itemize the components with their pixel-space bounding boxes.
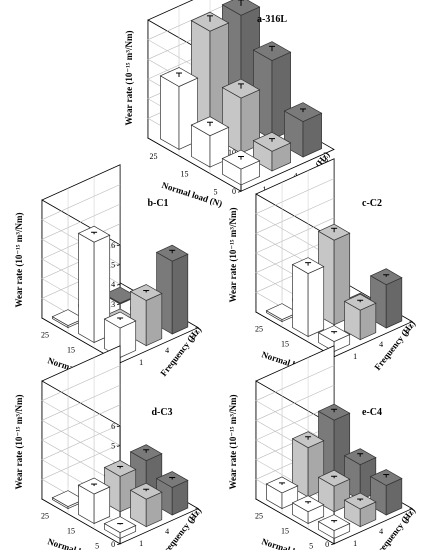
y-tick-label: 6 bbox=[111, 241, 115, 250]
chart-panel-4: 012345625155148Normal load (N)Frequency … bbox=[228, 345, 417, 550]
bar-top-face bbox=[221, 0, 261, 16]
bar-top-face bbox=[343, 448, 377, 466]
y-tick-label: 5 bbox=[111, 260, 115, 269]
bar-5N-1Hz bbox=[221, 149, 261, 186]
bar-top-face bbox=[265, 476, 299, 494]
x-tick-label: 25 bbox=[150, 152, 158, 161]
bar-5N-4Hz bbox=[129, 482, 163, 528]
x-tick-label: 15 bbox=[67, 526, 75, 535]
y-tick-label: 3 bbox=[111, 300, 115, 309]
x-axis-title: Normal load (N) bbox=[260, 536, 323, 550]
y-tick-label: 10 bbox=[228, 148, 236, 157]
bar-15N-1Hz bbox=[77, 225, 111, 344]
y-axis-title: Wear rate (10⁻¹⁵ m³/Nm) bbox=[228, 208, 238, 303]
y-tick bbox=[116, 425, 121, 428]
chart-panel-3: 012345625155148Normal load (N)Frequency … bbox=[14, 345, 203, 550]
y-tick bbox=[116, 283, 121, 286]
bar-5N-8Hz bbox=[369, 268, 403, 329]
bar-side-face bbox=[292, 263, 309, 338]
depth-tick-label: 1 bbox=[139, 539, 143, 548]
bar-side-face bbox=[160, 75, 180, 151]
chart-panel-2: 012345625155148Normal load (N)Frequency … bbox=[228, 158, 417, 378]
y-axis-title: Wear rate (10⁻¹⁵ m³/Nm) bbox=[14, 213, 24, 308]
chart-panel-1: 012345625155148Normal load (N)Frequency … bbox=[14, 164, 203, 384]
bar-side-face bbox=[78, 232, 95, 344]
y-tick bbox=[330, 543, 335, 546]
depth-tick-label: 8 bbox=[191, 334, 195, 343]
depth-tick-label: 1 bbox=[353, 539, 357, 548]
x-tick-label: 15 bbox=[281, 339, 289, 348]
chart-title: d-C3 bbox=[151, 407, 172, 418]
bar-15N-8Hz bbox=[343, 448, 377, 501]
x-tick-label: 5 bbox=[309, 541, 313, 550]
depth-tick-label: 4 bbox=[165, 346, 169, 355]
x-tick-label: 25 bbox=[41, 511, 49, 520]
y-tick bbox=[116, 543, 121, 546]
bar-5N-1Hz bbox=[317, 325, 351, 353]
bar-5N-8Hz bbox=[155, 244, 189, 335]
depth-tick-label: 4 bbox=[379, 340, 383, 349]
x-tick-label: 15 bbox=[67, 345, 75, 354]
bar-25N-4Hz bbox=[291, 431, 325, 498]
x-tick-label: 5 bbox=[214, 187, 218, 196]
y-tick-label: 5 bbox=[111, 441, 115, 450]
bar-front-face bbox=[385, 277, 403, 329]
y-tick-label: 4 bbox=[111, 280, 115, 289]
x-tick-label: 15 bbox=[281, 526, 289, 535]
x-axis-title: Normal load (N) bbox=[46, 536, 109, 550]
bar-5N-4Hz bbox=[343, 492, 377, 528]
depth-tick-label: 8 bbox=[191, 515, 195, 524]
chart-title: e-C4 bbox=[362, 407, 382, 418]
bar-15N-1Hz bbox=[291, 495, 325, 525]
bar-5N-4Hz bbox=[252, 131, 292, 172]
chart-panel-0: 05101520253025155148Normal load (N)Frequ… bbox=[124, 0, 335, 209]
y-tick bbox=[116, 445, 121, 447]
x-tick-label: 25 bbox=[255, 324, 263, 333]
bar-top-face bbox=[103, 516, 137, 533]
chart-title: b-C1 bbox=[147, 198, 168, 209]
depth-tick-label: 1 bbox=[139, 358, 143, 367]
depth-tick-label: 8 bbox=[405, 515, 409, 524]
bar-top-face bbox=[252, 131, 292, 152]
x-tick-label: 25 bbox=[41, 330, 49, 339]
depth-tick-label: 4 bbox=[165, 527, 169, 536]
y-tick bbox=[116, 264, 121, 266]
y-axis-title: Wear rate (10⁻¹⁵ m³/Nm) bbox=[124, 31, 134, 126]
bar-front-face bbox=[307, 266, 325, 338]
bar-5N-1Hz bbox=[317, 514, 351, 540]
y-axis-title: Wear rate (10⁻¹⁵ m³/Nm) bbox=[14, 395, 24, 490]
bar-front-face bbox=[171, 253, 189, 335]
bar-5N-1Hz bbox=[103, 516, 137, 540]
y-tick bbox=[237, 190, 242, 193]
chart-title: c-C2 bbox=[362, 198, 382, 209]
y-tick-label: 0 bbox=[111, 540, 115, 549]
bar-15N-1Hz bbox=[77, 477, 111, 525]
bar-top-face bbox=[159, 67, 199, 87]
x-tick-label: 15 bbox=[181, 170, 189, 179]
y-tick-label: 6 bbox=[111, 422, 115, 431]
y-axis-title: Wear rate (10⁻¹⁵ m³/Nm) bbox=[228, 395, 238, 490]
bar-15N-1Hz bbox=[291, 257, 325, 338]
x-tick-label: 5 bbox=[95, 541, 99, 550]
bar-top-face bbox=[103, 311, 137, 329]
y-tick bbox=[116, 244, 121, 247]
bar-5N-4Hz bbox=[343, 293, 377, 341]
bar-top-face bbox=[155, 471, 189, 488]
bar-front-face bbox=[145, 292, 163, 347]
depth-tick-label: 8 bbox=[405, 328, 409, 337]
y-tick-label: 0 bbox=[232, 187, 236, 196]
bar-15N-1Hz bbox=[190, 116, 230, 168]
depth-tick-label: 1 bbox=[353, 352, 357, 361]
bar-top-face bbox=[190, 116, 230, 137]
x-tick-label: 25 bbox=[255, 511, 263, 520]
chart-title: a-316L bbox=[257, 14, 287, 25]
y-tick-label: 0 bbox=[325, 540, 329, 549]
depth-tick-label: 4 bbox=[379, 527, 383, 536]
